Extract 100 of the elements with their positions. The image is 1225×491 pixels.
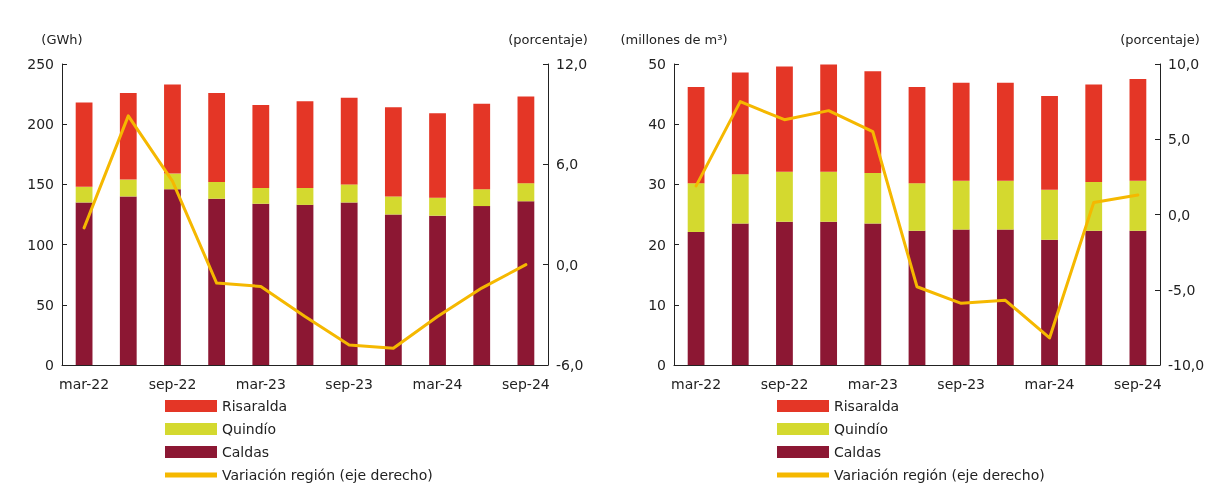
bar <box>776 221 793 365</box>
bar <box>731 174 749 224</box>
bar <box>429 215 446 365</box>
bar <box>864 71 882 173</box>
bar <box>908 183 926 231</box>
bar <box>473 103 491 190</box>
x-tick-label: sep-22 <box>760 376 809 392</box>
bar <box>731 223 749 365</box>
bar <box>952 82 970 181</box>
bar <box>164 189 181 365</box>
bar <box>296 188 314 205</box>
x-tick-label: mar-24 <box>1024 376 1075 392</box>
y2-axis-title: (porcentaje) <box>508 32 588 47</box>
bar <box>473 206 491 365</box>
bar <box>908 230 926 365</box>
bar <box>75 186 93 203</box>
legend-label: Quindío <box>834 421 888 437</box>
bar <box>996 180 1014 230</box>
y2-tick-label: 5,0 <box>1168 131 1191 148</box>
bar <box>517 96 535 184</box>
bar <box>996 229 1014 365</box>
x-tick-label: sep-23 <box>937 376 986 392</box>
x-tick-label: mar-23 <box>847 376 898 392</box>
y-tick-label: 200 <box>27 116 54 133</box>
bar <box>252 188 270 204</box>
bar <box>820 221 838 365</box>
y-tick-label: 30 <box>648 176 666 193</box>
bar <box>864 172 882 224</box>
bar <box>340 97 358 185</box>
legend-label: Risaralda <box>834 398 900 414</box>
y2-tick-label: -6,0 <box>556 357 584 373</box>
bar <box>996 82 1014 181</box>
bar <box>952 180 970 230</box>
x-tick-label: mar-24 <box>412 376 463 392</box>
bar <box>384 214 402 365</box>
x-tick-label: mar-22 <box>59 376 110 392</box>
line-series <box>694 100 1140 340</box>
y2-tick-label: 0,0 <box>1168 206 1191 223</box>
bar <box>75 202 93 365</box>
bar <box>1129 79 1147 181</box>
y-tick-label: 100 <box>27 236 54 253</box>
bar <box>296 204 314 365</box>
y-tick-label: 20 <box>648 236 666 253</box>
bar <box>1129 230 1147 365</box>
bar <box>776 171 793 222</box>
y-tick-label: 0 <box>45 357 54 373</box>
bar <box>296 101 314 189</box>
y2-tick-label: -10,0 <box>1168 357 1205 373</box>
y2-tick-label: 0,0 <box>556 256 579 273</box>
y-tick-label: 250 <box>27 56 54 72</box>
y-tick-label: 10 <box>648 296 666 313</box>
bar <box>517 183 535 202</box>
bar <box>1041 239 1058 365</box>
y2-tick-label: 6,0 <box>556 156 579 173</box>
x-tick-label: sep-24 <box>502 376 550 392</box>
x-tick-label: sep-22 <box>148 376 197 392</box>
bar <box>164 84 181 174</box>
bar <box>776 66 793 172</box>
line-series <box>82 114 528 350</box>
x-tick-label: mar-23 <box>235 376 286 392</box>
bar <box>517 201 535 365</box>
bar <box>1085 230 1103 365</box>
bar <box>75 102 93 187</box>
y2-axis-title: (porcentaje) <box>1120 32 1200 47</box>
y2-tick-label: 10,0 <box>1168 56 1200 72</box>
bar <box>952 229 970 365</box>
bar <box>384 107 402 197</box>
legend-label: Risaralda <box>222 398 288 414</box>
bar <box>1129 180 1147 231</box>
bar <box>687 231 705 365</box>
legend-label: Caldas <box>834 444 882 460</box>
bar <box>252 104 270 189</box>
bar <box>1041 189 1058 240</box>
y-tick-label: 50 <box>648 56 666 72</box>
legend-label: Variación región (eje derecho) <box>222 467 433 483</box>
bar <box>208 92 226 182</box>
bar <box>1041 95 1058 190</box>
y-axis-title: (millones de m³) <box>620 32 728 47</box>
bar <box>820 64 838 172</box>
bar <box>119 179 137 197</box>
bar <box>208 198 226 365</box>
bar <box>473 189 491 207</box>
bar <box>687 86 705 184</box>
bar <box>1085 84 1103 182</box>
x-tick-label: mar-22 <box>671 376 722 392</box>
y-tick-label: 150 <box>27 176 54 193</box>
bar <box>731 72 749 175</box>
y-axis-title: (GWh) <box>41 32 83 47</box>
y-tick-label: 40 <box>648 116 666 133</box>
bar <box>429 197 446 216</box>
legend-label: Variación región (eje derecho) <box>834 467 1045 483</box>
bar <box>208 181 226 199</box>
bar <box>820 171 838 222</box>
y-tick-label: 50 <box>36 296 54 313</box>
y2-tick-label: 12,0 <box>556 56 588 72</box>
bar <box>119 196 137 365</box>
y-tick-label: 0 <box>657 357 666 373</box>
legend-label: Caldas <box>222 444 270 460</box>
bar <box>864 223 882 365</box>
bar <box>384 196 402 215</box>
